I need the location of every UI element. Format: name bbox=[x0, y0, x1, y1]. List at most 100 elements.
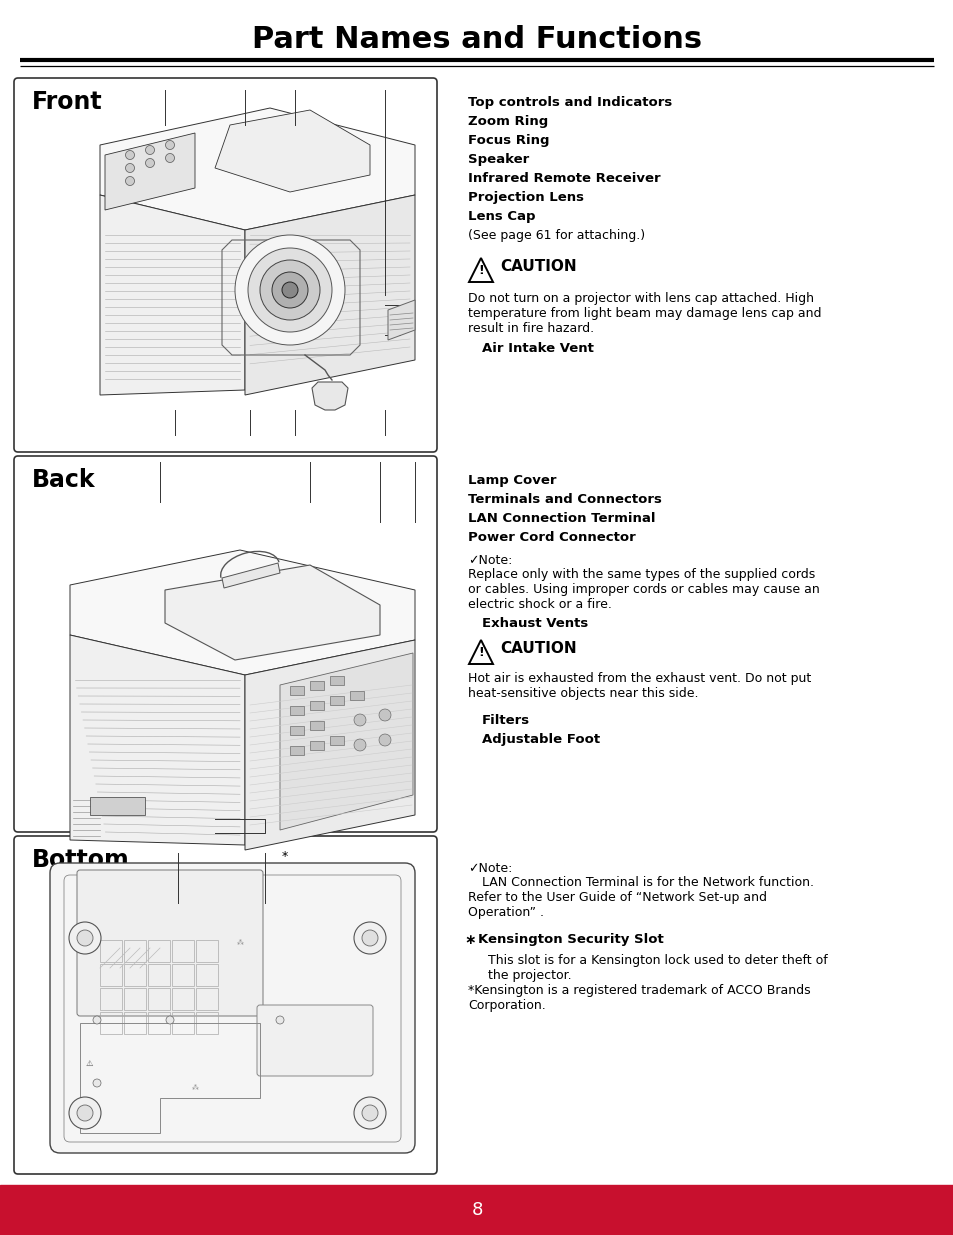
Text: Power Cord Connector: Power Cord Connector bbox=[468, 531, 635, 543]
Text: Operation” .: Operation” . bbox=[468, 906, 543, 919]
Bar bbox=[90, 797, 145, 815]
Polygon shape bbox=[245, 195, 415, 395]
Circle shape bbox=[248, 248, 332, 332]
Circle shape bbox=[126, 177, 134, 185]
Text: !: ! bbox=[477, 646, 483, 658]
Text: This slot is for a Kensington lock used to deter theft of: This slot is for a Kensington lock used … bbox=[488, 953, 827, 967]
Circle shape bbox=[260, 261, 319, 320]
Bar bbox=[195, 965, 218, 986]
Bar bbox=[124, 940, 146, 962]
Text: ∗: ∗ bbox=[463, 932, 476, 947]
Bar bbox=[290, 726, 304, 735]
Bar bbox=[330, 697, 344, 705]
Bar bbox=[172, 988, 193, 1010]
Circle shape bbox=[361, 1105, 377, 1121]
Text: Replace only with the same types of the supplied cords: Replace only with the same types of the … bbox=[468, 568, 815, 580]
Bar bbox=[195, 988, 218, 1010]
Circle shape bbox=[166, 1016, 173, 1024]
Bar bbox=[100, 988, 122, 1010]
Bar bbox=[100, 940, 122, 962]
Bar bbox=[124, 1011, 146, 1034]
Text: Hot air is exhausted from the exhaust vent. Do not put: Hot air is exhausted from the exhaust ve… bbox=[468, 672, 810, 685]
Bar bbox=[148, 1011, 170, 1034]
Circle shape bbox=[69, 1097, 101, 1129]
Text: Top controls and Indicators: Top controls and Indicators bbox=[468, 96, 672, 109]
Text: LAN Connection Terminal is for the Network function.: LAN Connection Terminal is for the Netwo… bbox=[481, 876, 813, 889]
Circle shape bbox=[69, 923, 101, 953]
Text: ⁂: ⁂ bbox=[236, 940, 243, 946]
Text: Lens Cap: Lens Cap bbox=[468, 210, 535, 224]
Text: Lamp Cover: Lamp Cover bbox=[468, 474, 556, 487]
Bar bbox=[100, 1011, 122, 1034]
Text: !: ! bbox=[477, 263, 483, 277]
Text: Corporation.: Corporation. bbox=[468, 999, 545, 1011]
Circle shape bbox=[378, 734, 391, 746]
Text: Infrared Remote Receiver: Infrared Remote Receiver bbox=[468, 172, 659, 185]
FancyBboxPatch shape bbox=[256, 1005, 373, 1076]
Text: LAN Connection Terminal: LAN Connection Terminal bbox=[468, 513, 655, 525]
Polygon shape bbox=[105, 133, 194, 210]
Text: ✓Note:: ✓Note: bbox=[468, 555, 512, 567]
Bar bbox=[310, 721, 324, 730]
Text: Terminals and Connectors: Terminals and Connectors bbox=[468, 493, 661, 506]
Text: Exhaust Vents: Exhaust Vents bbox=[481, 618, 588, 630]
FancyBboxPatch shape bbox=[14, 456, 436, 832]
Polygon shape bbox=[312, 382, 348, 410]
Circle shape bbox=[378, 709, 391, 721]
Text: *Kensington is a registered trademark of ACCO Brands: *Kensington is a registered trademark of… bbox=[468, 984, 810, 997]
FancyBboxPatch shape bbox=[50, 863, 415, 1153]
Text: result in fire hazard.: result in fire hazard. bbox=[468, 322, 594, 335]
Circle shape bbox=[354, 739, 366, 751]
Bar bbox=[350, 692, 364, 700]
Circle shape bbox=[165, 153, 174, 163]
Polygon shape bbox=[165, 564, 379, 659]
FancyBboxPatch shape bbox=[14, 836, 436, 1174]
Circle shape bbox=[354, 1097, 386, 1129]
Text: ⁂: ⁂ bbox=[192, 1086, 198, 1091]
Text: *: * bbox=[281, 850, 288, 863]
Circle shape bbox=[272, 272, 308, 308]
Text: ✓Note:: ✓Note: bbox=[468, 862, 512, 876]
Text: ⚠: ⚠ bbox=[85, 1058, 92, 1067]
Bar bbox=[148, 988, 170, 1010]
Bar bbox=[330, 736, 344, 745]
Circle shape bbox=[234, 235, 345, 345]
Text: the projector.: the projector. bbox=[488, 969, 571, 982]
Bar bbox=[148, 940, 170, 962]
Text: Part Names and Functions: Part Names and Functions bbox=[252, 26, 701, 54]
Text: CAUTION: CAUTION bbox=[499, 259, 576, 274]
Circle shape bbox=[126, 163, 134, 173]
Circle shape bbox=[146, 146, 154, 154]
Bar bbox=[172, 1011, 193, 1034]
Text: Projection Lens: Projection Lens bbox=[468, 191, 583, 204]
Text: temperature from light beam may damage lens cap and: temperature from light beam may damage l… bbox=[468, 308, 821, 320]
Polygon shape bbox=[388, 300, 415, 340]
Text: Do not turn on a projector with lens cap attached. High: Do not turn on a projector with lens cap… bbox=[468, 291, 813, 305]
Bar bbox=[172, 940, 193, 962]
Circle shape bbox=[361, 930, 377, 946]
Polygon shape bbox=[214, 110, 370, 191]
Polygon shape bbox=[70, 635, 245, 845]
Circle shape bbox=[77, 1105, 92, 1121]
Polygon shape bbox=[222, 563, 280, 588]
Text: Kensington Security Slot: Kensington Security Slot bbox=[477, 932, 663, 946]
Text: CAUTION: CAUTION bbox=[499, 641, 576, 656]
Circle shape bbox=[165, 141, 174, 149]
Text: Zoom Ring: Zoom Ring bbox=[468, 115, 548, 128]
FancyBboxPatch shape bbox=[77, 869, 263, 1016]
Bar bbox=[290, 706, 304, 715]
Circle shape bbox=[275, 1016, 284, 1024]
Bar bbox=[290, 685, 304, 695]
Bar bbox=[310, 701, 324, 710]
Polygon shape bbox=[245, 640, 415, 850]
FancyBboxPatch shape bbox=[14, 78, 436, 452]
Bar bbox=[195, 1011, 218, 1034]
Bar bbox=[148, 965, 170, 986]
Text: Filters: Filters bbox=[481, 714, 530, 727]
Text: Bottom: Bottom bbox=[32, 848, 130, 872]
Bar bbox=[310, 680, 324, 690]
Text: Air Intake Vent: Air Intake Vent bbox=[481, 342, 594, 354]
Circle shape bbox=[282, 282, 297, 298]
Bar bbox=[195, 940, 218, 962]
Bar bbox=[172, 965, 193, 986]
